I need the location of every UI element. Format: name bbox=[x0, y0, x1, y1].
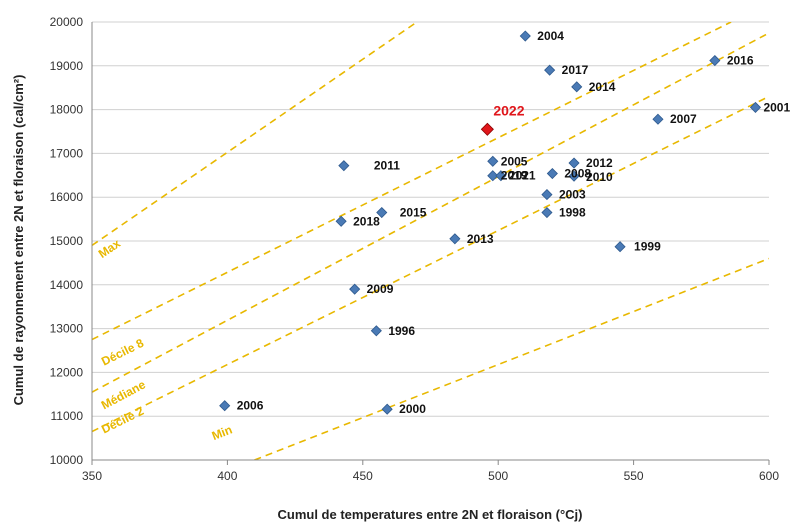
y-axis-title: Cumul de rayonnement entre 2N et florais… bbox=[11, 75, 26, 406]
x-tick-label: 600 bbox=[759, 469, 779, 483]
point-label-2014: 2014 bbox=[589, 80, 616, 94]
axes bbox=[91, 22, 770, 465]
point-label-1996: 1996 bbox=[388, 324, 415, 338]
point-2008 bbox=[546, 167, 558, 180]
point-label-2006: 2006 bbox=[237, 399, 264, 413]
y-tick-label: 14000 bbox=[50, 278, 84, 292]
x-tick-label: 550 bbox=[624, 469, 644, 483]
point-label-2010: 2010 bbox=[586, 170, 613, 184]
ref-line-max bbox=[92, 22, 418, 247]
tick-labels: 10000 11000 12000 13000 14000 15000 16000 17000… bbox=[50, 15, 780, 483]
y-tick-label: 16000 bbox=[50, 190, 84, 204]
point-2003 bbox=[541, 189, 553, 201]
point-2012 bbox=[568, 157, 580, 169]
point-1999 bbox=[614, 241, 626, 253]
point-2006 bbox=[219, 400, 231, 412]
ref-line-m-diane bbox=[92, 32, 769, 393]
y-tick-label: 20000 bbox=[50, 15, 84, 29]
y-tick-label: 18000 bbox=[50, 103, 84, 117]
x-tick-label: 350 bbox=[82, 469, 102, 483]
ref-line-d-cile-2 bbox=[92, 95, 769, 433]
point-2021 bbox=[495, 170, 507, 182]
point-2016 bbox=[709, 54, 721, 67]
point-2007 bbox=[652, 113, 664, 125]
x-axis-title: Cumul de temperatures entre 2N et florai… bbox=[278, 507, 583, 522]
point-label-2013: 2013 bbox=[467, 232, 494, 246]
point-label-2003: 2003 bbox=[559, 188, 586, 202]
point-1996 bbox=[370, 325, 382, 337]
point-label-2019: 2019 bbox=[501, 169, 528, 183]
point-2011 bbox=[338, 160, 350, 172]
point-2004 bbox=[519, 30, 531, 42]
y-tick-label: 13000 bbox=[50, 322, 84, 336]
point-label-2021: 2021 bbox=[509, 169, 536, 183]
point-label-2009: 2009 bbox=[367, 282, 394, 296]
point-2000 bbox=[381, 403, 393, 415]
point-label-2022: 2022 bbox=[493, 102, 524, 118]
point-2001 bbox=[749, 101, 762, 113]
point-label-2016: 2016 bbox=[727, 54, 754, 68]
point-2022 bbox=[480, 122, 494, 136]
point-label-2000: 2000 bbox=[399, 402, 426, 416]
ref-line-min bbox=[254, 257, 769, 460]
point-2009 bbox=[349, 283, 361, 295]
point-label-1998: 1998 bbox=[559, 206, 586, 220]
point-2019 bbox=[487, 170, 499, 182]
point-label-2018: 2018 bbox=[353, 214, 380, 228]
point-2005 bbox=[487, 155, 499, 167]
point-2018 bbox=[335, 215, 347, 227]
grid bbox=[92, 21, 769, 461]
x-tick-label: 500 bbox=[488, 469, 508, 483]
point-label-2007: 2007 bbox=[670, 112, 697, 126]
point-label-2015: 2015 bbox=[400, 206, 427, 220]
x-tick-label: 400 bbox=[217, 469, 237, 483]
y-tick-label: 19000 bbox=[50, 59, 84, 73]
point-label-2008: 2008 bbox=[564, 167, 591, 181]
point-2015 bbox=[376, 206, 388, 219]
point-2013 bbox=[449, 233, 461, 245]
point-label-2004: 2004 bbox=[537, 29, 564, 43]
point-label-1999: 1999 bbox=[634, 240, 661, 254]
data-points bbox=[219, 30, 762, 415]
point-label-2012: 2012 bbox=[586, 156, 613, 170]
point-label-2001: 2001 bbox=[763, 100, 790, 114]
y-tick-label: 12000 bbox=[50, 365, 84, 379]
point-1998 bbox=[541, 206, 553, 219]
point-label-2017: 2017 bbox=[562, 63, 589, 77]
ref-line-d-cile-8 bbox=[92, 22, 732, 341]
point-2014 bbox=[571, 81, 583, 93]
y-tick-label: 11000 bbox=[51, 409, 84, 423]
point-2010 bbox=[568, 170, 580, 182]
point-2017 bbox=[544, 64, 556, 76]
y-tick-label: 10000 bbox=[50, 453, 84, 467]
y-tick-label: 15000 bbox=[50, 234, 84, 248]
point-label-2011: 2011 bbox=[374, 159, 400, 173]
x-tick-label: 450 bbox=[353, 469, 373, 483]
point-label-2005: 2005 bbox=[501, 154, 528, 168]
y-tick-label: 17000 bbox=[50, 146, 84, 160]
